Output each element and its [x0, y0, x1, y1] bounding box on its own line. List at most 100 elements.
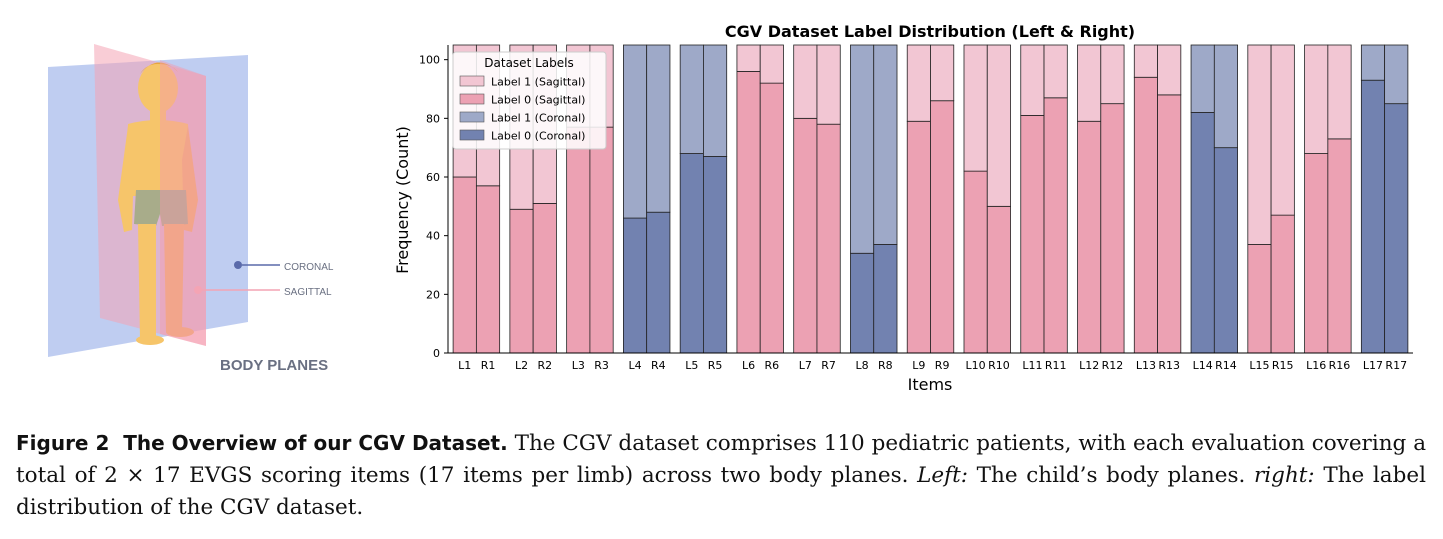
- y-tick-label: 40: [426, 230, 440, 243]
- y-tick-label: 20: [426, 288, 440, 301]
- bar-label1-R6: [759, 44, 784, 84]
- coronal-marker: [234, 261, 242, 269]
- legend-entry: Label 1 (Coronal): [491, 112, 585, 125]
- bar-label0-L13: [1133, 76, 1158, 354]
- bar-label0-L3: [566, 126, 591, 354]
- x-tick-label: L10: [966, 359, 986, 372]
- x-tick-label: R13: [1158, 359, 1180, 372]
- bar-label0-R13: [1157, 94, 1182, 354]
- caption-left-label: Left:: [917, 463, 968, 488]
- x-tick-label: R6: [765, 359, 780, 372]
- x-tick-label: L3: [572, 359, 585, 372]
- bar-label0-R2: [532, 202, 557, 354]
- bar-label0-R7: [816, 123, 841, 354]
- bar-label1-R9: [930, 44, 955, 102]
- chart-title: CGV Dataset Label Distribution (Left & R…: [725, 22, 1135, 41]
- chart-legend: Dataset Labels Label 1 (Sagittal) Label 0…: [452, 51, 607, 150]
- bar-label1-L7: [793, 44, 818, 119]
- sagittal-label: SAGITTAL: [284, 287, 332, 298]
- bar-label0-L14: [1190, 112, 1215, 354]
- x-tick-label: R2: [537, 359, 552, 372]
- bar-label1-L16: [1304, 44, 1329, 154]
- bar-label1-R13: [1157, 44, 1182, 96]
- y-tick-label: 0: [433, 347, 440, 360]
- x-tick-label: R8: [878, 359, 893, 372]
- y-tick-label: 60: [426, 171, 440, 184]
- bar-label0-R10: [986, 205, 1011, 354]
- bar-label0-L6: [736, 71, 761, 354]
- figure-caption: Figure 2 The Overview of our CGV Dataset…: [16, 427, 1426, 524]
- bar-label1-R7: [816, 44, 841, 125]
- coronal-label: CORONAL: [284, 262, 334, 273]
- bar-label1-R16: [1327, 44, 1352, 140]
- bar-label1-L14: [1190, 44, 1215, 113]
- bar-label1-L17: [1360, 44, 1386, 81]
- x-tick-label: R16: [1329, 359, 1351, 372]
- caption-text-1: The CGV dataset comprises 110 pediatric …: [16, 431, 1427, 488]
- x-tick-label: R7: [821, 359, 836, 372]
- bar-label0-L8: [850, 252, 875, 354]
- bar-label1-R11: [1043, 44, 1068, 99]
- caption-text-3: The label distribution of the CGV datase…: [16, 463, 1426, 520]
- bar-label1-R8: [873, 44, 898, 245]
- body-planes-title: BODY PLANES: [220, 357, 328, 374]
- bar-label0-R12: [1100, 103, 1125, 354]
- bar-label0-R11: [1043, 97, 1068, 354]
- bar-label1-R14: [1213, 44, 1238, 149]
- bar-label1-L5: [679, 44, 704, 154]
- x-tick-label: L7: [799, 359, 812, 372]
- legend-entry: Label 1 (Sagittal): [491, 76, 585, 89]
- legend-title: Dataset Labels: [484, 56, 573, 70]
- x-tick-label: L1: [458, 359, 471, 372]
- bar-label0-L1: [452, 176, 477, 354]
- bar-label0-R17: [1384, 103, 1409, 354]
- bar-label1-R4: [646, 44, 671, 213]
- caption-title: The Overview of our CGV Dataset.: [123, 431, 508, 455]
- bar-label0-R1: [475, 185, 501, 354]
- label-distribution-chart: CGV Dataset Label Distribution (Left & R…: [393, 22, 1413, 394]
- x-tick-label: L17: [1363, 359, 1383, 372]
- caption-figure-label: Figure 2: [16, 431, 110, 455]
- bar-label0-L15: [1247, 244, 1272, 354]
- bar-label1-R17: [1384, 44, 1409, 105]
- bar-label0-L2: [509, 208, 534, 354]
- bar-label1-R12: [1100, 44, 1125, 105]
- bar-label0-R4: [646, 211, 671, 354]
- bar-label0-L9: [906, 120, 931, 354]
- x-tick-label: R5: [708, 359, 723, 372]
- x-axis-label: Items: [908, 375, 953, 394]
- bar-label0-L4: [623, 217, 648, 354]
- bar-label0-R16: [1327, 138, 1352, 354]
- legend-swatch: [459, 129, 485, 141]
- legend-swatch: [459, 111, 485, 123]
- bar-label0-L16: [1304, 153, 1329, 354]
- x-tick-label: L15: [1249, 359, 1269, 372]
- caption-text-2: The child’s body planes.: [976, 463, 1246, 488]
- x-tick-label: L11: [1022, 359, 1042, 372]
- x-tick-label: R10: [988, 359, 1010, 372]
- x-tick-label: R9: [935, 359, 950, 372]
- bar-label1-L6: [736, 44, 761, 72]
- child-figure: [118, 62, 198, 345]
- bar-label1-L11: [1020, 44, 1045, 116]
- bar-label0-R6: [759, 82, 784, 354]
- x-tick-label: L12: [1079, 359, 1099, 372]
- x-tick-label: L8: [856, 359, 869, 372]
- legend-entry: Label 0 (Sagittal): [491, 94, 585, 107]
- bar-label0-R5: [703, 156, 728, 354]
- bar-label0-L5: [679, 153, 704, 354]
- bar-label1-L15: [1247, 44, 1272, 245]
- x-tick-label: R12: [1102, 359, 1124, 372]
- x-tick-label: R4: [651, 359, 666, 372]
- x-tick-label: R15: [1272, 359, 1294, 372]
- bar-label0-L11: [1020, 115, 1045, 354]
- x-tick-label: R11: [1045, 359, 1067, 372]
- bar-label1-R5: [703, 44, 728, 157]
- x-tick-label: L14: [1193, 359, 1213, 372]
- y-axis-label: Frequency (Count): [393, 126, 412, 274]
- sagittal-marker: [194, 286, 202, 294]
- x-tick-label: L2: [515, 359, 528, 372]
- x-tick-label: L5: [685, 359, 698, 372]
- x-tick-label: R17: [1385, 359, 1407, 372]
- legend-entry: Label 0 (Coronal): [491, 130, 585, 143]
